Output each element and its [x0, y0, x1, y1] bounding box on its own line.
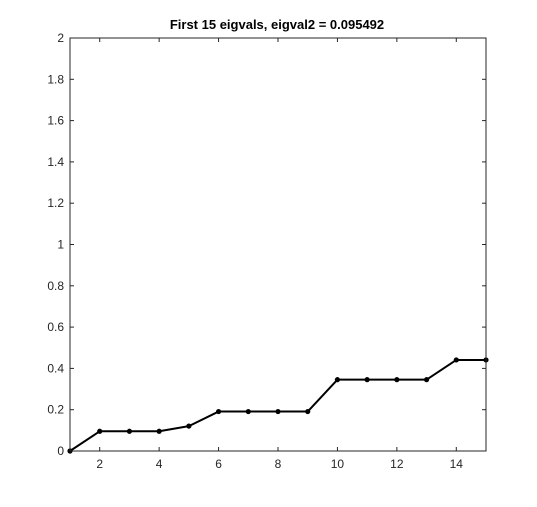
y-tick-label: 0: [57, 444, 64, 458]
y-tick-label: 1: [57, 238, 64, 252]
x-tick-label: 12: [390, 457, 404, 471]
data-point: [156, 428, 162, 434]
data-point: [394, 377, 400, 383]
x-tick-label: 8: [275, 457, 282, 471]
y-tick-label: 0.4: [47, 361, 64, 375]
y-tick-label: 1.2: [47, 196, 64, 210]
data-point: [215, 408, 222, 415]
y-tick-label: 0.6: [47, 320, 64, 334]
x-tick-label: 6: [215, 457, 222, 471]
data-point: [305, 408, 311, 415]
data-point: [453, 357, 459, 363]
y-tick-label: 1.4: [47, 155, 64, 169]
y-tick-label: 0.2: [47, 403, 64, 417]
data-point: [364, 377, 370, 383]
data-point: [275, 408, 281, 415]
x-tick-label: 4: [156, 457, 163, 471]
x-tick-label: 2: [96, 457, 103, 471]
data-point: [334, 377, 341, 383]
y-tick-label: 2: [57, 31, 64, 45]
data-point: [97, 428, 103, 434]
y-tick-label: 1.6: [47, 114, 64, 128]
x-tick-label: 10: [331, 457, 345, 471]
axes-box: [69, 37, 487, 452]
x-tick-label: 14: [450, 457, 464, 471]
data-point: [126, 428, 133, 434]
plot-area: [70, 38, 486, 451]
y-tick-label: 0.8: [47, 279, 64, 293]
data-point: [245, 408, 251, 415]
data-point: [186, 423, 192, 429]
chart-title: First 15 eigvals, eigval2 = 0.095492: [170, 17, 384, 32]
data-point: [423, 377, 430, 383]
y-tick-label: 1.8: [47, 72, 64, 86]
